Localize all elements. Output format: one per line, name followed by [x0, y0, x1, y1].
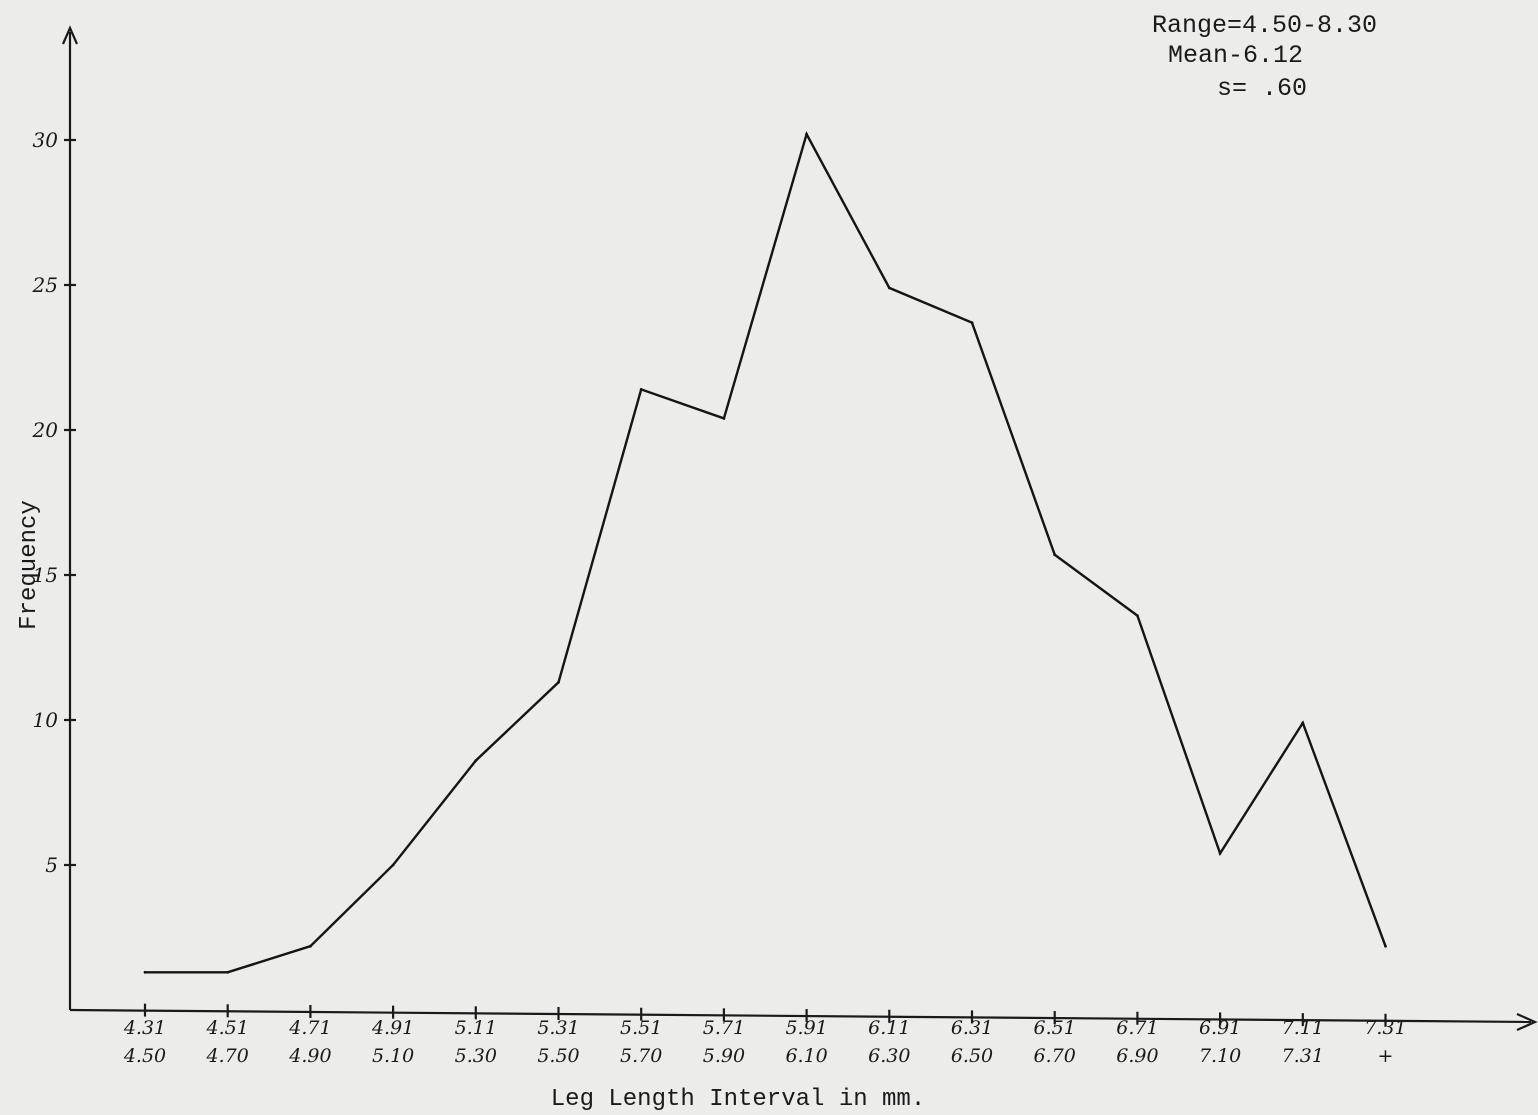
data-point — [309, 944, 312, 948]
data-point — [1136, 614, 1139, 617]
data-point — [639, 388, 643, 391]
x-tick-label-top: 6.31 — [951, 1017, 993, 1039]
std-dev-annotation: s= .60 — [1217, 74, 1307, 103]
data-point — [226, 970, 230, 974]
data-point — [1218, 852, 1222, 855]
data-point — [1384, 944, 1387, 948]
y-tick-label: 10 — [33, 708, 59, 732]
x-tick-label-top: 7.31 — [1364, 1017, 1406, 1039]
x-tick-label-top: 6.71 — [1116, 1017, 1158, 1039]
axes — [61, 25, 1538, 1032]
x-tick-label-bottom: 4.90 — [288, 1045, 331, 1067]
x-tick-label-bottom: 5.10 — [372, 1045, 414, 1067]
data-point — [970, 321, 974, 325]
x-tick-label-bottom: 5.50 — [537, 1045, 579, 1067]
y-tick-label: 20 — [32, 418, 59, 442]
x-tick-label-top: 4.51 — [206, 1017, 249, 1039]
data-point — [391, 863, 395, 867]
y-tick-label: 25 — [32, 273, 58, 297]
x-tick-label-top: 4.31 — [123, 1017, 166, 1039]
range-annotation: Range=4.50-8.30 — [1152, 11, 1377, 40]
series-line — [145, 131, 1387, 974]
x-tick-label-bottom: 6.90 — [1116, 1045, 1158, 1067]
mean-annotation: Mean-6.12 — [1168, 41, 1303, 70]
data-point — [805, 132, 808, 136]
data-point — [143, 970, 147, 974]
series-frequency — [143, 131, 1387, 974]
y-tick-labels: 5 10 15 20 25 30 — [32, 128, 76, 877]
x-axis-arrowhead — [1516, 1012, 1538, 1032]
x-tick-label-top: 6.91 — [1199, 1017, 1241, 1039]
x-tick-label-top: 6.51 — [1034, 1017, 1076, 1039]
y-tick-label: 5 — [45, 853, 58, 877]
x-tick-label-top: 6.11 — [868, 1017, 910, 1039]
x-tick-label-top: 5.51 — [620, 1017, 662, 1039]
x-tick-label-bottom: + — [1378, 1045, 1394, 1067]
x-tick-label-bottom: 6.10 — [785, 1045, 827, 1067]
x-tick-label-top: 5.91 — [785, 1017, 827, 1039]
data-point — [1053, 553, 1057, 557]
data-point — [474, 759, 478, 762]
y-tick-label: 15 — [33, 563, 58, 587]
x-axis-line — [69, 1008, 1532, 1024]
x-tick-label-bottom: 7.31 — [1282, 1045, 1324, 1067]
x-tick-label-bottom: 5.30 — [455, 1045, 497, 1067]
x-tick-label-bottom: 4.50 — [123, 1045, 166, 1067]
data-point — [1301, 721, 1305, 725]
x-tick-label-top: 4.91 — [371, 1017, 414, 1039]
x-axis-label: Leg Length Interval in mm. — [551, 1086, 925, 1113]
x-tick-label-top: 7.11 — [1282, 1017, 1324, 1039]
x-tick-label-top: 5.71 — [703, 1017, 745, 1039]
x-tick-label-top: 5.31 — [537, 1017, 579, 1039]
x-tick-labels: 4.31 4.50 4.51 4.70 4.71 4.90 4.91 5.10 5.11 5.30… — [123, 1003, 1407, 1067]
x-tick-label-top: 5.11 — [455, 1017, 497, 1039]
x-tick-label-bottom: 5.70 — [620, 1045, 662, 1067]
y-axis-arrowhead — [61, 25, 79, 45]
x-tick-label-bottom: 4.70 — [206, 1045, 249, 1067]
x-tick-label-bottom: 7.10 — [1199, 1045, 1241, 1067]
x-tick-label-top: 4.71 — [288, 1017, 331, 1039]
data-point — [722, 417, 726, 420]
x-tick-label-bottom: 5.90 — [703, 1045, 745, 1067]
data-point — [887, 286, 891, 290]
x-tick-label-bottom: 6.50 — [951, 1045, 993, 1067]
x-tick-label-bottom: 6.30 — [868, 1045, 910, 1067]
y-tick-label: 30 — [33, 128, 59, 152]
x-tick-label-bottom: 6.70 — [1034, 1045, 1076, 1067]
data-point — [557, 680, 560, 684]
y-axis-label: Frequency — [16, 500, 43, 630]
